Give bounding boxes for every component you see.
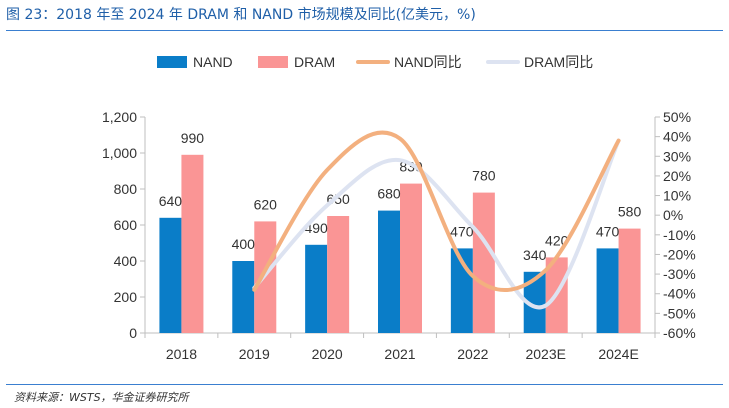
- y-left-tick-label: 600: [114, 217, 138, 233]
- legend-swatch-dram: [258, 56, 288, 68]
- bar-nand: [596, 248, 619, 333]
- x-tick-label: 2022: [457, 346, 488, 362]
- data-label-dram: 990: [181, 130, 205, 146]
- data-label-nand: 640: [159, 193, 183, 209]
- line-dram-yoy: [252, 138, 621, 310]
- data-label-nand: 340: [523, 247, 547, 263]
- y-left-tick-label: 400: [114, 253, 138, 269]
- y-right-tick-label: 20%: [663, 168, 691, 184]
- x-tick-label: 2021: [384, 346, 415, 362]
- legend-label-dram-yoy: DRAM同比: [524, 54, 593, 70]
- bar-dram: [327, 216, 350, 333]
- legend-label-dram: DRAM: [294, 54, 335, 70]
- x-tick-label: 2024E: [598, 346, 638, 362]
- legend-label-nand-yoy: NAND同比: [394, 54, 462, 70]
- y-right-tick-label: 30%: [663, 148, 691, 164]
- bar-nand: [305, 244, 328, 333]
- footer-divider: [6, 384, 723, 385]
- y-left-tick-label: 200: [114, 289, 138, 305]
- y-right-tick-label: 40%: [663, 129, 691, 145]
- data-label-dram: 620: [254, 196, 278, 212]
- y-right-tick-label: -40%: [663, 286, 696, 302]
- y-right-tick-label: 0%: [663, 207, 683, 223]
- x-tick-label: 2019: [239, 346, 270, 362]
- y-right-tick-label: 50%: [663, 109, 691, 125]
- bar-nand: [159, 217, 182, 333]
- bar-dram: [181, 154, 204, 333]
- data-label-nand: 400: [232, 236, 256, 252]
- source-note: 资料来源：WSTS，华金证券研究所: [14, 391, 189, 404]
- data-label-nand: 680: [377, 186, 401, 202]
- line-nand-yoy: [252, 130, 621, 292]
- bar-dram: [618, 228, 641, 333]
- data-label-dram: 580: [618, 204, 642, 220]
- y-left-tick-label: 1,000: [102, 145, 137, 161]
- bar-dram: [400, 183, 422, 333]
- y-right-tick-label: 10%: [663, 188, 691, 204]
- y-right-tick-label: -20%: [663, 246, 696, 262]
- chart-title: 图 23：2018 年至 2024 年 DRAM 和 NAND 市场规模及同比(…: [6, 7, 476, 23]
- title-divider: [6, 30, 723, 31]
- y-left-tick-label: 1,200: [102, 109, 137, 125]
- legend-swatch-nand: [157, 56, 187, 68]
- y-right-tick-label: -50%: [663, 305, 696, 321]
- x-tick-label: 2018: [166, 346, 197, 362]
- bar-nand: [523, 271, 546, 333]
- y-left-tick-label: 800: [114, 181, 138, 197]
- bar-nand: [378, 210, 400, 333]
- data-label-dram: 780: [472, 168, 496, 184]
- y-right-tick-label: -60%: [663, 325, 696, 341]
- legend-label-nand: NAND: [193, 54, 233, 70]
- x-tick-label: 2020: [312, 346, 343, 362]
- bar-dram: [472, 192, 495, 333]
- x-tick-label: 2023E: [525, 346, 565, 362]
- data-label-nand: 470: [596, 223, 620, 239]
- bar-nand: [232, 261, 255, 333]
- y-left-tick-label: 0: [129, 325, 137, 341]
- data-label-nand: 470: [450, 223, 474, 239]
- y-right-tick-label: -10%: [663, 227, 696, 243]
- y-right-tick-label: -30%: [663, 266, 696, 282]
